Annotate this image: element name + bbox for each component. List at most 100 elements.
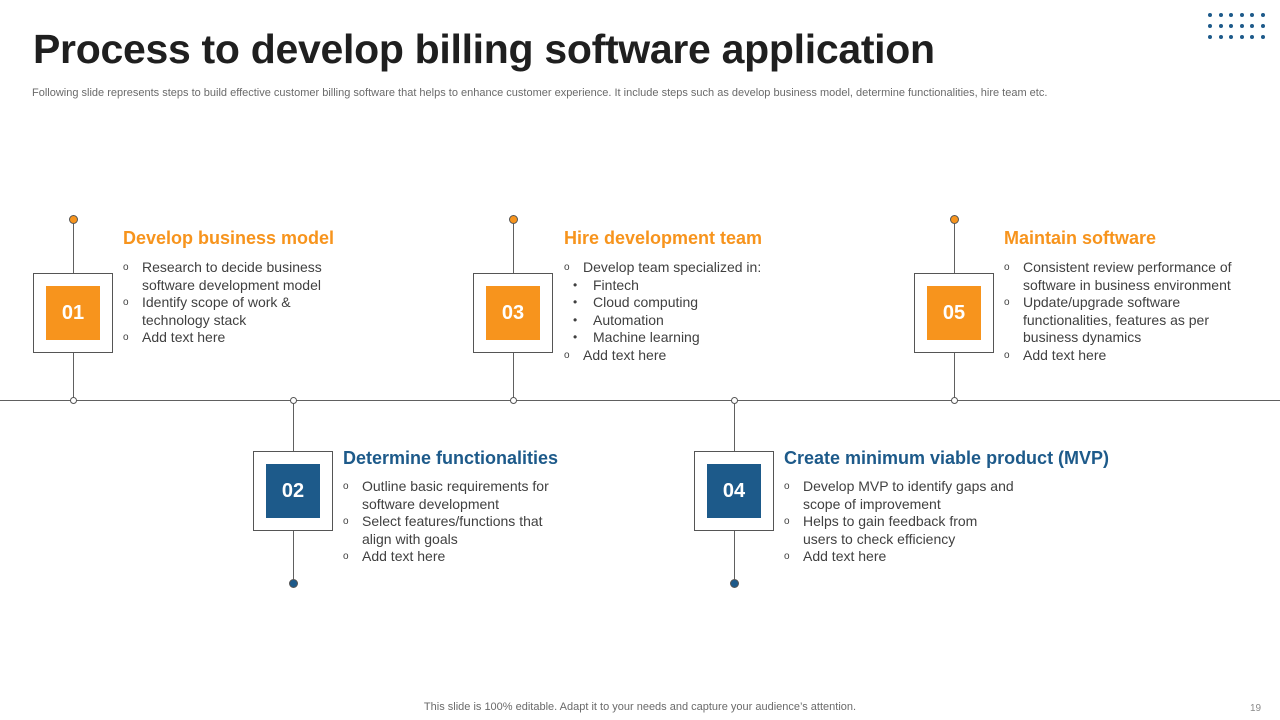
bullet-circle-icon: o	[343, 481, 349, 492]
bullet-dot-icon: •	[573, 295, 578, 310]
list-item: o Add text here	[123, 329, 353, 347]
list-item-text: Select features/functions that align wit…	[362, 513, 543, 547]
slide-subtitle: Following slide represents steps to buil…	[32, 87, 1048, 99]
step-number: 05	[927, 286, 981, 340]
list-item: o Identify scope of work & technology sta…	[123, 294, 353, 329]
step-number: 03	[486, 286, 540, 340]
bullet-circle-icon: o	[1004, 297, 1010, 309]
list-item: o Outline basic requirements for software…	[343, 478, 573, 513]
bullet-circle-icon: o	[1004, 262, 1010, 273]
decorative-dot	[1229, 13, 1233, 17]
list-item: o Select features/functions that align wi…	[343, 513, 573, 548]
timeline-node	[70, 397, 77, 404]
list-item: o Helps to gain feedback from users to ch…	[784, 513, 1014, 548]
connector-end-dot	[69, 215, 78, 224]
list-item-text: Add text here	[803, 548, 887, 565]
decorative-dot	[1218, 24, 1223, 28]
step-number: 01	[46, 286, 100, 340]
connector-end-dot	[730, 579, 739, 588]
bullet-circle-icon: o	[343, 516, 349, 528]
list-item: o Add text here	[564, 347, 794, 365]
list-item: o Add text here	[343, 548, 573, 566]
decorative-dot	[1208, 35, 1212, 39]
step-title: Develop business model	[123, 228, 335, 248]
step-number-box: 02	[253, 451, 333, 531]
timeline-line	[0, 400, 1280, 401]
sub-list-item: • Cloud computing	[564, 294, 794, 312]
bullet-circle-icon: o	[784, 551, 790, 563]
step-bullet-list: o Outline basic requirements for software…	[343, 478, 573, 566]
bullet-circle-icon: o	[784, 481, 790, 492]
decorative-dot	[1260, 13, 1265, 17]
step-title: Determine functionalities	[343, 448, 559, 468]
list-item-text: Consistent review performance of softwar…	[1023, 259, 1232, 293]
decorative-dot	[1229, 24, 1233, 28]
list-item-text: Machine learning	[593, 329, 700, 346]
bullet-circle-icon: o	[564, 349, 570, 361]
bullet-circle-icon: o	[343, 551, 349, 563]
decorative-dot	[1208, 13, 1212, 17]
list-item-text: Identify scope of work & technology stac…	[142, 294, 291, 328]
connector-end-dot	[289, 579, 298, 588]
bullet-dot-icon: •	[573, 312, 578, 327]
bullet-circle-icon: o	[784, 516, 790, 528]
list-item: o Add text here	[784, 548, 1014, 566]
decorative-dot	[1250, 13, 1254, 17]
step-number: 04	[707, 464, 761, 518]
connector-end-dot	[950, 215, 959, 224]
timeline-node	[731, 397, 738, 404]
step-number-box: 04	[694, 451, 774, 531]
list-item-text: Outline basic requirements for software …	[362, 478, 549, 512]
list-item-text: Update/upgrade software functionalities,…	[1023, 294, 1209, 346]
timeline-node	[510, 397, 517, 404]
list-item-text: Add text here	[583, 346, 667, 363]
decorative-dot	[1239, 35, 1244, 39]
decorative-dot	[1218, 13, 1223, 17]
list-item: o Consistent review performance of softwa…	[1004, 259, 1244, 294]
list-item-text: Add text here	[142, 329, 226, 346]
step-bullet-list: o Develop team specialized in: • Fintech • Cl…	[564, 259, 794, 365]
decorative-dot	[1229, 35, 1233, 39]
step-number-box: 03	[473, 273, 553, 353]
list-item-text: Develop MVP to identify gaps and scope o…	[803, 478, 1014, 512]
timeline-node	[951, 397, 958, 404]
bullet-circle-icon: o	[564, 262, 570, 273]
step-bullet-list: o Develop MVP to identify gaps and scope …	[784, 478, 1014, 566]
page-number: 19	[1250, 703, 1262, 714]
list-item-text: Cloud computing	[593, 294, 699, 311]
list-item-text: Helps to gain feedback from users to che…	[803, 513, 978, 547]
list-item-text: Add text here	[1023, 346, 1107, 363]
decorative-dot	[1260, 24, 1265, 28]
decorative-dot-grid	[1208, 13, 1272, 43]
list-item: o Add text here	[1004, 347, 1244, 365]
decorative-dot	[1239, 13, 1244, 17]
list-item: o Develop team specialized in:	[564, 259, 794, 277]
list-item-text: Automation	[593, 311, 664, 328]
list-item: o Develop MVP to identify gaps and scope …	[784, 478, 1014, 513]
sub-list-item: • Fintech	[564, 277, 794, 295]
connector-end-dot	[509, 215, 518, 224]
step-bullet-list: o Research to decide business software de…	[123, 259, 353, 347]
bullet-dot-icon: •	[573, 330, 578, 345]
list-item-text: Develop team specialized in:	[583, 259, 762, 275]
bullet-dot-icon: •	[573, 277, 578, 292]
step-title: Create minimum viable product (MVP)	[784, 448, 1110, 468]
step-bullet-list: o Consistent review performance of softwa…	[1004, 259, 1244, 365]
decorative-dot	[1250, 35, 1254, 39]
slide-title: Process to develop billing software appl…	[33, 26, 935, 72]
decorative-dot	[1260, 35, 1265, 39]
decorative-dot	[1208, 24, 1212, 28]
step-number: 02	[266, 464, 320, 518]
decorative-dot	[1218, 35, 1223, 39]
step-number-box: 01	[33, 273, 113, 353]
bullet-circle-icon: o	[123, 262, 129, 273]
bullet-circle-icon: o	[1004, 349, 1010, 361]
bullet-circle-icon: o	[123, 332, 129, 344]
step-title: Hire development team	[564, 228, 763, 248]
bullet-circle-icon: o	[123, 297, 129, 309]
step-number-box: 05	[914, 273, 994, 353]
list-item-text: Add text here	[362, 548, 446, 565]
timeline-node	[290, 397, 297, 404]
list-item: o Update/upgrade software functionalities…	[1004, 294, 1244, 347]
decorative-dot	[1239, 24, 1244, 28]
